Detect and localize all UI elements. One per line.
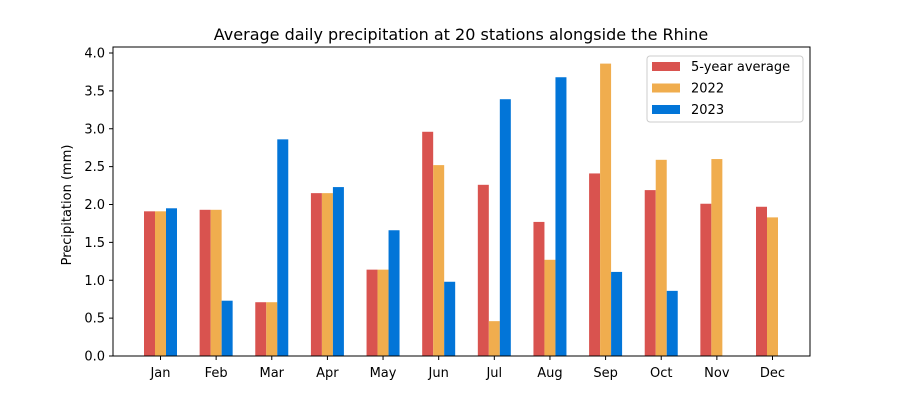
bar-2023-apr (332, 187, 344, 356)
bar-2023-may (388, 230, 400, 356)
x-tick-label: May (370, 366, 397, 381)
legend-label: 5-year average (691, 60, 790, 75)
bar-2023-sep (611, 271, 623, 356)
y-tick-label: 2.5 (84, 160, 105, 175)
bar-2022-may (377, 269, 389, 356)
bar-2023-feb (221, 300, 233, 356)
bar-2022-aug (544, 259, 556, 356)
y-tick-label: 4.0 (84, 47, 105, 62)
bar-5-year-average-jan (144, 211, 155, 356)
x-tick-label: Nov (704, 366, 730, 381)
bar-5-year-average-oct (644, 190, 656, 356)
y-tick-label: 0.0 (84, 350, 105, 365)
bar-5-year-average-nov (700, 203, 712, 356)
x-tick-label: Jun (428, 366, 449, 381)
x-axis-ticks: Jan Feb Mar Apr May Jun Jul Aug Sep Oct Nov Dec (149, 356, 785, 381)
bar-2022-nov (711, 159, 723, 356)
x-tick-label: Jan (149, 366, 170, 381)
bar-2022-apr (321, 193, 333, 356)
legend-box (646, 55, 804, 123)
bar-2023-jul (499, 99, 511, 357)
y-tick-label: 2.0 (84, 198, 105, 213)
bar-2022-sep (600, 63, 612, 357)
chart-title: Average daily precipitation at 20 statio… (214, 25, 708, 44)
bar-2023-aug (555, 77, 567, 357)
y-axis-label: Precipitation (mm) (60, 145, 75, 266)
y-tick-label: 3.0 (84, 122, 105, 137)
x-tick-label: Feb (205, 366, 228, 381)
bar-5-year-average-jul (477, 184, 489, 356)
y-tick-label: 1.0 (84, 274, 105, 289)
y-tick-label: 0.5 (84, 312, 105, 327)
bar-2023-mar (277, 139, 289, 356)
bars-layer (144, 63, 778, 357)
x-tick-label: Jul (485, 366, 502, 381)
legend-swatch (652, 62, 680, 71)
bar-2023-oct (666, 290, 678, 356)
bar-2023-jan (166, 208, 177, 356)
bar-2022-jan (155, 211, 166, 356)
bar-5-year-average-jun (422, 131, 434, 356)
y-tick-label: 3.5 (84, 84, 105, 99)
x-tick-label: Mar (260, 366, 285, 381)
bar-2022-feb (210, 209, 222, 356)
legend-label: 2023 (691, 103, 724, 118)
legend-swatch (652, 83, 680, 93)
x-tick-label: Aug (537, 366, 562, 381)
x-tick-label: Dec (760, 366, 785, 381)
bar-2022-oct (655, 159, 667, 356)
y-tick-label: 1.5 (84, 236, 105, 251)
bar-2022-jul (488, 321, 500, 356)
bar-5-year-average-sep (589, 173, 601, 356)
plot-frame (112, 46, 811, 357)
bar-5-year-average-feb (199, 209, 211, 356)
bar-2022-mar (266, 302, 278, 356)
y-axis-ticks: 0.0 0.5 1.0 1.5 2.0 2.5 3.0 3.5 4.0 (84, 47, 113, 365)
bar-2023-jun (444, 281, 456, 356)
bar-2022-jun (433, 165, 445, 356)
bar-5-year-average-apr (310, 193, 322, 356)
bar-5-year-average-aug (533, 221, 545, 356)
legend: 5-year average 2022 2023 (646, 55, 804, 123)
bar-5-year-average-mar (255, 302, 267, 356)
bar-5-year-average-dec (756, 206, 767, 356)
x-tick-label: Oct (650, 366, 672, 381)
legend-swatch (652, 105, 680, 114)
bar-5-year-average-may (366, 269, 378, 356)
x-tick-label: Sep (593, 366, 618, 381)
legend-label: 2022 (691, 82, 724, 97)
x-tick-label: Apr (316, 366, 339, 381)
bar-2022-dec (767, 217, 778, 356)
